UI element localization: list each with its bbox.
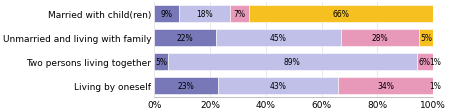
Bar [341,30,419,47]
Bar [339,77,433,94]
Text: 89%: 89% [284,58,301,67]
Text: 34%: 34% [378,81,394,90]
Text: 22%: 22% [176,34,193,43]
Bar [433,77,436,94]
Bar [218,77,339,94]
Bar [168,54,417,70]
Bar [433,54,436,70]
Bar [154,77,218,94]
Bar [154,6,179,23]
Bar [249,6,433,23]
Text: 28%: 28% [372,34,388,43]
Bar [417,54,433,70]
Bar [154,54,168,70]
Text: 43%: 43% [270,81,287,90]
Text: 66%: 66% [333,10,350,19]
Text: 5%: 5% [420,34,432,43]
Text: 6%: 6% [419,58,431,67]
Text: 7%: 7% [233,10,245,19]
Text: 1%: 1% [429,58,440,67]
Text: 45%: 45% [270,34,287,43]
Bar [229,6,249,23]
Text: 5%: 5% [155,58,167,67]
Text: 18%: 18% [196,10,213,19]
Text: 9%: 9% [161,10,173,19]
Bar [179,6,229,23]
Text: 23%: 23% [178,81,195,90]
Bar [154,30,216,47]
Bar [216,30,341,47]
Text: 1%: 1% [429,81,440,90]
Bar [419,30,433,47]
